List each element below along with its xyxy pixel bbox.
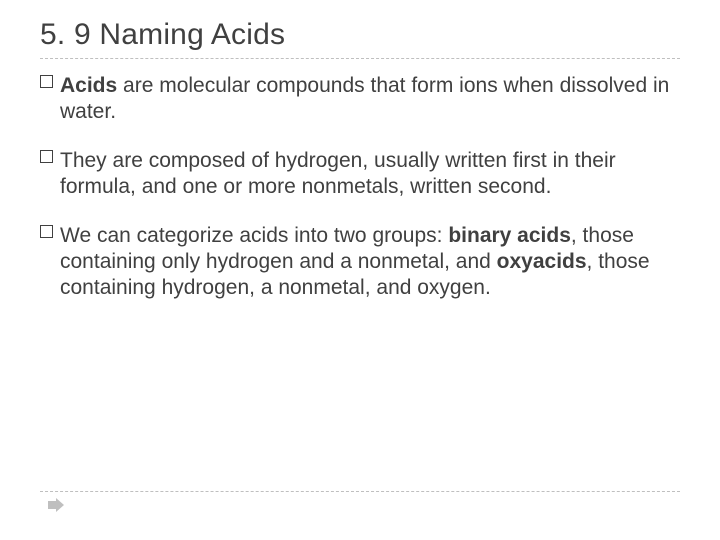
text-run: can categorize acids into two groups:: [91, 224, 448, 247]
text-run: They: [60, 149, 107, 172]
footer-divider: [40, 491, 680, 492]
checkbox-icon: [40, 225, 53, 238]
slide: 5. 9 Naming Acids Acids are molecular co…: [0, 0, 720, 540]
bullet-item: Acids are molecular compounds that form …: [40, 73, 680, 124]
slide-title: 5. 9 Naming Acids: [40, 18, 680, 59]
checkbox-icon: [40, 150, 53, 163]
text-run: are composed of hydrogen, usually writte…: [60, 149, 616, 198]
bullet-text: We can categorize acids into two groups:…: [60, 224, 650, 298]
bullet-item: They are composed of hydrogen, usually w…: [40, 148, 680, 199]
bullet-text: They are composed of hydrogen, usually w…: [60, 149, 616, 198]
text-run: Acids: [60, 74, 117, 97]
text-run: binary acids: [448, 224, 571, 247]
bullet-item: We can categorize acids into two groups:…: [40, 223, 680, 300]
text-run: oxyacids: [497, 250, 587, 273]
text-run: We: [60, 224, 91, 247]
checkbox-icon: [40, 75, 53, 88]
arrow-right-icon: [48, 498, 64, 512]
slide-body: Acids are molecular compounds that form …: [40, 73, 680, 300]
text-run: are molecular compounds that form ions w…: [60, 74, 669, 123]
bullet-text: Acids are molecular compounds that form …: [60, 74, 669, 123]
